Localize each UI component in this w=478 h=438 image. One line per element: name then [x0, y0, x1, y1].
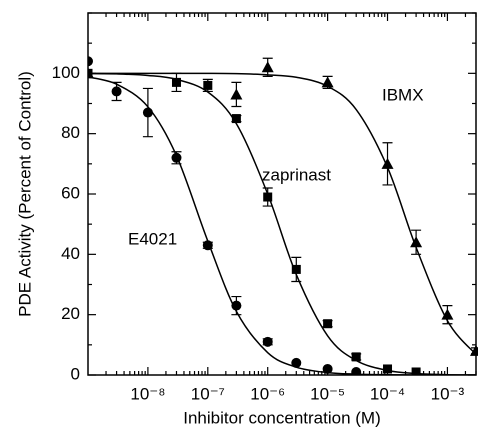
series-label: E4021 [128, 229, 177, 248]
y-tick-label: 100 [52, 63, 80, 82]
plot-frame [87, 12, 477, 376]
fit-curve [88, 72, 477, 375]
x-tick-label: 10⁻⁸ [130, 384, 165, 403]
point [261, 61, 274, 73]
series-label: zaprinast [262, 165, 331, 184]
y-axis-title: PDE Activity (Percent of Control) [15, 71, 34, 317]
point [291, 357, 302, 368]
point [203, 80, 213, 90]
plot-area [88, 56, 478, 375]
x-tick-label: 10⁻³ [431, 384, 465, 403]
point [230, 88, 243, 100]
point [351, 366, 362, 375]
x-tick-label: 10⁻⁷ [191, 384, 225, 403]
point [351, 352, 361, 362]
y-tick-label: 80 [61, 123, 80, 142]
point [171, 77, 181, 87]
point [231, 114, 241, 124]
y-tick-label: 20 [61, 304, 80, 323]
point [441, 308, 454, 320]
point [263, 192, 273, 202]
x-axis-title: Inhibitor concentration (M) [183, 408, 380, 427]
point [142, 107, 153, 118]
point [262, 336, 273, 347]
y-tick-label: 60 [61, 183, 80, 202]
point [231, 300, 242, 311]
point [410, 236, 423, 248]
point [111, 86, 122, 97]
point [88, 67, 94, 79]
point [291, 264, 301, 274]
point [321, 76, 334, 88]
y-tick-label: 40 [61, 244, 80, 263]
x-tick-label: 10⁻⁵ [310, 384, 345, 403]
y-tick-label: 0 [71, 364, 80, 383]
point [202, 240, 213, 251]
fit-curve [88, 76, 476, 375]
point [88, 56, 93, 67]
point [381, 157, 394, 169]
point [171, 152, 182, 163]
x-tick-label: 10⁻⁴ [370, 384, 405, 403]
x-tick-label: 10⁻⁶ [250, 384, 285, 403]
series-label: IBMX [382, 85, 424, 104]
point [323, 319, 333, 329]
